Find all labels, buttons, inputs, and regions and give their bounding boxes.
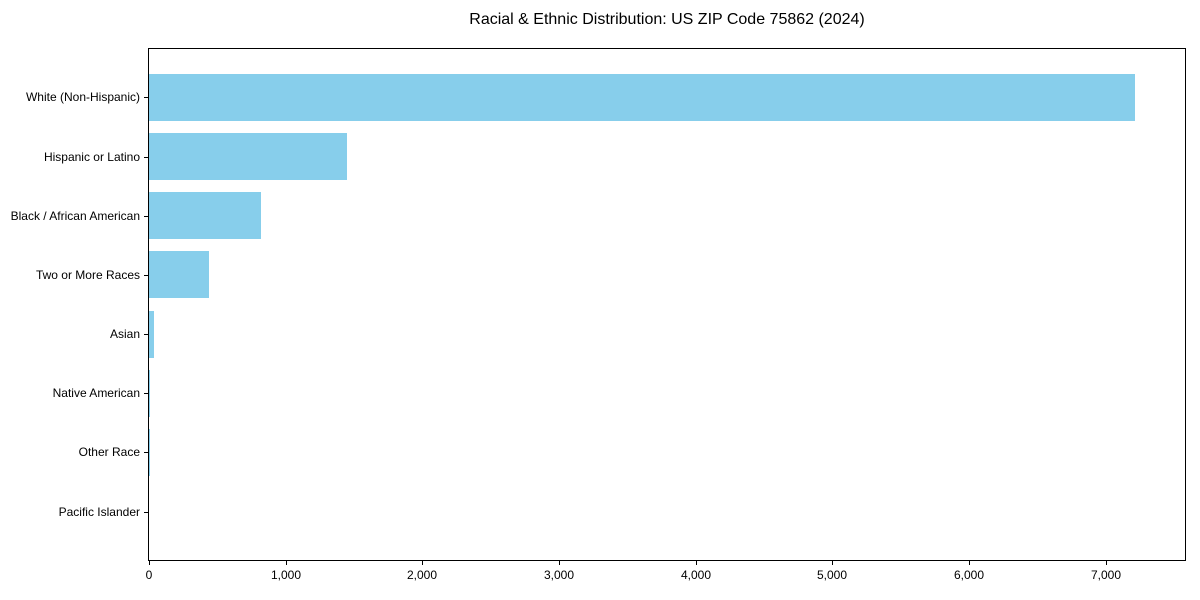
y-axis-label: Pacific Islander [58,505,140,519]
y-axis-label: White (Non-Hispanic) [25,90,140,104]
x-axis-tick [286,561,287,565]
y-axis-tick [144,512,148,513]
x-axis-tick [422,561,423,565]
x-axis-tick [696,561,697,565]
y-axis-tick [144,334,148,335]
bar [149,133,347,180]
y-axis-label: Hispanic or Latino [43,150,140,164]
y-axis-tick [144,275,148,276]
y-axis-label: Native American [52,386,140,400]
bar [149,429,151,476]
y-axis-label: Other Race [78,445,140,459]
y-axis-tick [144,393,148,394]
x-axis-tick [969,561,970,565]
y-axis-tick [144,452,148,453]
bar [149,311,154,358]
chart-title: Racial & Ethnic Distribution: US ZIP Cod… [469,11,865,28]
y-axis-label: Black / African American [10,209,140,223]
x-axis-tick [832,561,833,565]
y-axis-tick [144,157,148,158]
x-axis-tick [1106,561,1107,565]
bar [149,74,1136,121]
x-axis-tick-label: 2,000 [406,568,438,582]
x-axis-tick-label: 3,000 [543,568,575,582]
x-axis-tick-label: 6,000 [953,568,985,582]
x-axis-tick-label: 1,000 [270,568,302,582]
bar [149,192,261,239]
x-axis-tick-label: 5,000 [816,568,848,582]
y-axis-tick [144,97,148,98]
y-axis-tick [144,216,148,217]
x-axis-tick-label: 0 [145,568,153,582]
x-axis-tick [559,561,560,565]
plot-area [148,48,1186,561]
x-axis-tick [149,561,150,565]
y-axis-label: Two or More Races [35,268,140,282]
bar [149,370,151,417]
y-axis-label: Asian [109,327,140,341]
x-axis-tick-label: 7,000 [1090,568,1122,582]
x-axis-tick-label: 4,000 [680,568,712,582]
bar [149,251,209,298]
